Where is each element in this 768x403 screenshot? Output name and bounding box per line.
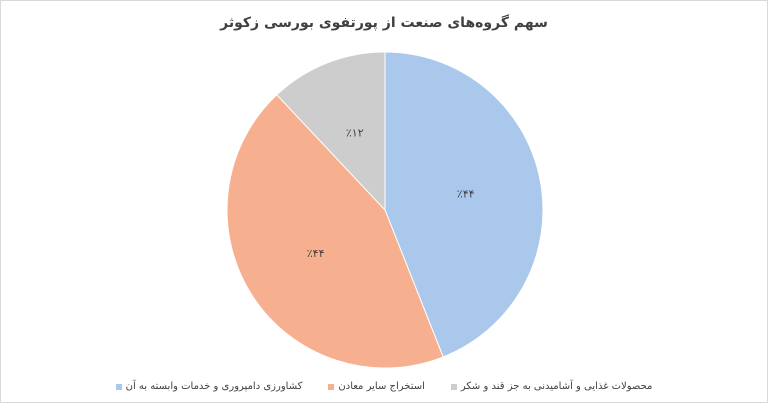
legend-item: کشاورزی دامپروری و خدمات وابسته به آن bbox=[115, 381, 303, 392]
legend-swatch bbox=[115, 383, 122, 390]
data-label: ٪۴۴ bbox=[307, 247, 325, 260]
legend-item: محصولات غذایی و آشامیدنی به جز قند و شکر bbox=[450, 381, 653, 392]
chart-title: سهم گروه‌های صنعت از پورتفوی بورسی زکوثر bbox=[219, 14, 548, 31]
legend-swatch bbox=[328, 383, 335, 390]
legend: کشاورزی دامپروری و خدمات وابسته به آن است… bbox=[1, 381, 767, 392]
legend-swatch bbox=[450, 383, 457, 390]
legend-label: استخراج سایر معادن bbox=[338, 381, 425, 392]
data-label: ٪۴۴ bbox=[457, 188, 475, 201]
pie-slice bbox=[226, 94, 444, 369]
pie-slice bbox=[384, 51, 544, 358]
legend-label: محصولات غذایی و آشامیدنی به جز قند و شکر bbox=[460, 381, 653, 392]
chart: سهم گروه‌های صنعت از پورتفوی بورسی زکوثر… bbox=[219, 14, 548, 369]
legend-item: استخراج سایر معادن bbox=[328, 381, 425, 392]
legend-label: کشاورزی دامپروری و خدمات وابسته به آن bbox=[125, 381, 303, 392]
data-label: ٪۱۲ bbox=[346, 127, 364, 140]
pie-slice bbox=[276, 51, 386, 212]
